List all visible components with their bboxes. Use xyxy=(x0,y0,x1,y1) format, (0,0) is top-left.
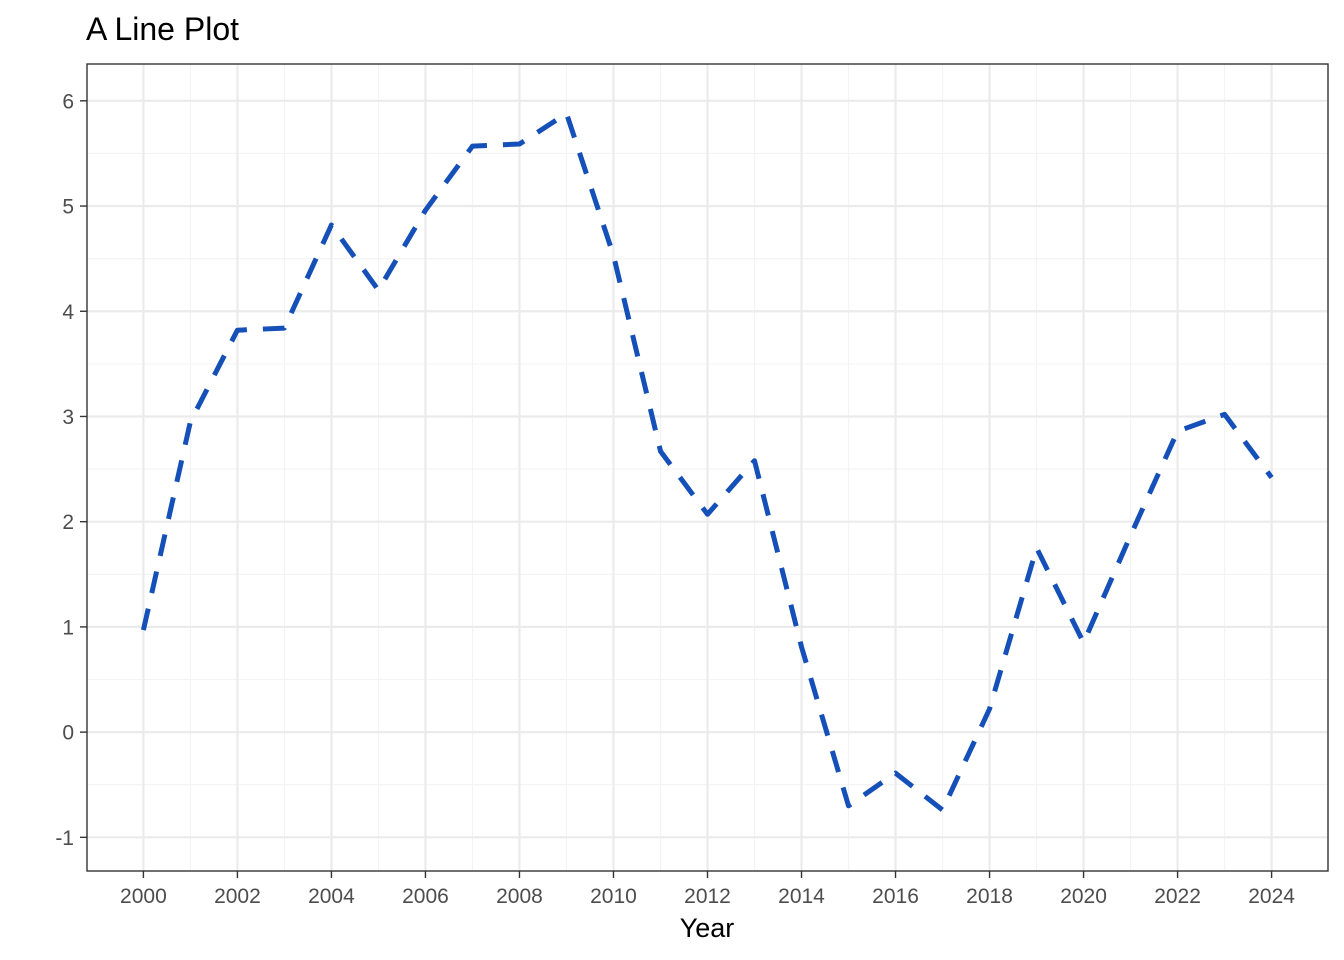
x-tick-label: 2022 xyxy=(1154,885,1201,908)
x-tick-label: 2010 xyxy=(590,885,637,908)
x-tick-label: 2016 xyxy=(872,885,919,908)
series-layer xyxy=(140,111,1274,813)
series-line xyxy=(140,111,1274,813)
y-tick-label: 1 xyxy=(62,616,74,639)
x-tick-label: 2014 xyxy=(778,885,825,908)
y-tick-label: 2 xyxy=(62,511,74,534)
y-tick-label: 3 xyxy=(62,406,74,429)
x-tick-label: 2018 xyxy=(966,885,1013,908)
x-tick-label: 2024 xyxy=(1248,885,1295,908)
grid-lines xyxy=(87,64,1328,871)
x-tick-label: 2020 xyxy=(1060,885,1107,908)
chart-title: A Line Plot xyxy=(86,11,239,47)
y-tick-label: 4 xyxy=(62,301,74,324)
y-tick-label: 0 xyxy=(62,722,74,745)
x-tick-label: 2008 xyxy=(496,885,543,908)
x-tick-label: 2004 xyxy=(308,885,355,908)
x-tick-label: 2012 xyxy=(684,885,731,908)
y-tick-label: 6 xyxy=(62,90,74,113)
x-tick-label: 2002 xyxy=(214,885,261,908)
x-tick-label: 2000 xyxy=(120,885,167,908)
x-axis: 2000 2002 2004 2006 2008 2010 2012 2014 2016 2018… xyxy=(120,871,1295,908)
y-axis: -1 0 1 2 3 4 5 6 xyxy=(55,90,87,850)
x-tick-label: 2006 xyxy=(402,885,449,908)
y-tick-label: -1 xyxy=(55,827,74,850)
x-axis-title: Year xyxy=(680,913,735,943)
y-tick-label: 5 xyxy=(62,196,74,219)
